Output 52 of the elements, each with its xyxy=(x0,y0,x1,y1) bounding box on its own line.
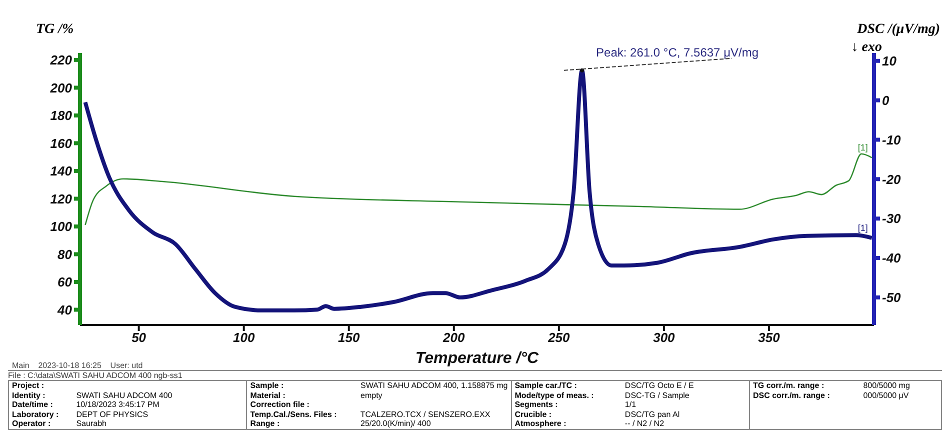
text: TG corr./m. range : 800/5000 mg xyxy=(752,381,910,390)
x-tick-label: 250 xyxy=(547,330,571,346)
line-series xyxy=(83,68,874,312)
y-tick-label: 60 xyxy=(58,274,73,290)
text: Atmosphere : -- / N2 / N2 xyxy=(514,419,664,428)
y-tick-label: 80 xyxy=(58,246,73,262)
y-tick-label: 220 xyxy=(49,52,73,68)
text: Temp.Cal./Sens. Files : TCALZERO.TCX / SENSZERO.EXX xyxy=(250,410,490,418)
annotation: ↓ exo xyxy=(851,40,882,56)
text: Range : 25/20.0(K/min)/ 400 xyxy=(250,419,431,428)
text: Identity : SWATI SAHU ADCOM 400 xyxy=(12,390,172,400)
text: Laboratory : DEPT OF PHYSICS xyxy=(12,410,148,418)
text: Operator : Saurabh xyxy=(12,419,106,428)
text: Segments : 1/1 xyxy=(514,400,636,409)
y-tick-label: 160 xyxy=(50,136,73,151)
y2-tick-label: -20 xyxy=(882,172,902,187)
text: Date/time : 10/18/2023 3:45:17 PM xyxy=(12,400,160,409)
x-tick-label: 300 xyxy=(653,330,676,346)
text: Mode/type of meas. : DSC-TG / Sample xyxy=(514,390,690,400)
y2-tick-label: 0 xyxy=(882,92,890,108)
annotation: [1] xyxy=(858,142,868,153)
y-tick-label: 180 xyxy=(50,108,73,124)
y-tick-label: 120 xyxy=(50,191,73,206)
y-tick-label: 100 xyxy=(50,219,73,234)
annotation: Peak: 261.0 °C, 7.5637 μV/mg xyxy=(596,45,759,60)
y2-tick-label: -40 xyxy=(882,250,902,266)
y-tick-label: 200 xyxy=(49,80,73,96)
x-tick-label: 200 xyxy=(442,330,466,346)
text: Material : empty xyxy=(250,390,382,400)
text: Crucible : DSC/TG pan Al xyxy=(514,410,680,418)
y-tick-label: 40 xyxy=(56,302,73,318)
text: Correction file : xyxy=(250,400,310,410)
text: Sample car./TC : DSC/TG Octo E / E xyxy=(514,381,694,390)
y-axis-title: TG /% xyxy=(36,22,74,38)
y2-tick-label: -50 xyxy=(882,290,902,306)
line-series xyxy=(84,153,873,226)
x-tick-label: 100 xyxy=(232,330,256,346)
x-tick-label: 350 xyxy=(758,330,781,346)
annotation: [1] xyxy=(858,222,868,233)
text: DSC corr./m. range : 000/5000 μV xyxy=(752,390,909,400)
text: Sample : SWATI SAHU ADCOM 400, 1.158875 mg xyxy=(250,381,508,390)
x-tick-label: 150 xyxy=(338,330,360,346)
x-axis-title: Temperature /°C xyxy=(415,350,540,367)
text: Main 2023-10-18 16:25 User: utd xyxy=(12,361,143,370)
text: File : C:\data\SWATI SAHU ADCOM 400 ngb-ss1 xyxy=(8,370,942,380)
x-tick-label: 50 xyxy=(132,330,147,346)
text: Project : xyxy=(12,381,46,390)
y-tick-label: 140 xyxy=(50,164,73,179)
y2-tick-label: -30 xyxy=(882,211,902,226)
y2-tick-label: -10 xyxy=(882,132,902,148)
y2-axis-title: DSC /(μV/mg) xyxy=(857,22,940,38)
y2-tick-label: 10 xyxy=(882,54,898,68)
